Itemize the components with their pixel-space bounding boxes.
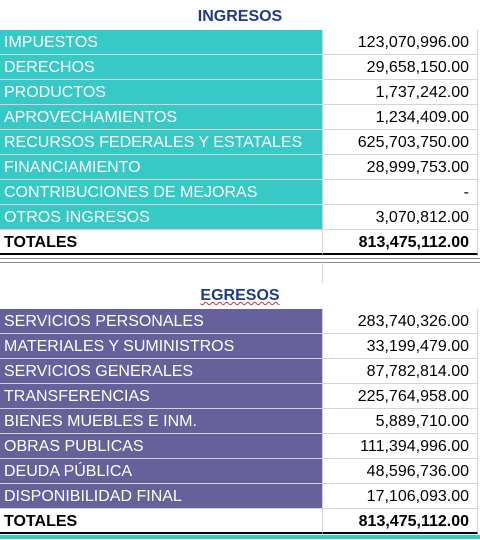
- row-amount: 625,703,750.00: [322, 130, 478, 155]
- row-label: DEUDA PÚBLICA: [0, 459, 322, 484]
- section-title: INGRESOS: [197, 8, 283, 25]
- empty-row: [322, 261, 323, 283]
- row-amount: 1,737,242.00: [322, 80, 478, 105]
- total-label: TOTALES: [0, 230, 322, 255]
- row-label: RECURSOS FEDERALES Y ESTATALES: [0, 130, 322, 155]
- row-amount: 48,596,736.00: [322, 459, 478, 484]
- row-label: PRODUCTOS: [0, 80, 322, 105]
- row-amount: -: [322, 180, 478, 205]
- row-label: APROVECHAMIENTOS: [0, 105, 322, 130]
- row-amount: 283,740,326.00: [322, 309, 478, 334]
- row-amount: 5,889,710.00: [322, 409, 478, 434]
- row-label: SERVICIOS GENERALES: [0, 359, 322, 384]
- row-label: DISPONIBILIDAD FINAL: [0, 484, 322, 509]
- row-label: OTROS INGRESOS: [0, 205, 322, 230]
- row-amount: 28,999,753.00: [322, 155, 478, 180]
- row-label: DERECHOS: [0, 55, 322, 80]
- row-label: IMPUESTOS: [0, 30, 322, 55]
- total-amount: 813,475,112.00: [322, 230, 478, 255]
- row-amount: 87,782,814.00: [322, 359, 478, 384]
- row-amount: 3,070,812.00: [322, 205, 478, 230]
- row-amount: 111,394,996.00: [322, 434, 478, 459]
- row-label: MATERIALES Y SUMINISTROS: [0, 334, 322, 359]
- row-label: FINANCIAMIENTO: [0, 155, 322, 180]
- row-amount: 17,106,093.00: [322, 484, 478, 509]
- row-label: TRANSFERENCIAS: [0, 384, 322, 409]
- total-amount: 813,475,112.00: [322, 509, 478, 534]
- row-label: OBRAS PUBLICAS: [0, 434, 322, 459]
- row-label: CONTRIBUCIONES DE MEJORAS: [0, 180, 322, 205]
- row-label: SERVICIOS PERSONALES: [0, 309, 322, 334]
- row-label: BIENES MUEBLES E INM.: [0, 409, 322, 434]
- row-amount: 1,234,409.00: [322, 105, 478, 130]
- total-label: TOTALES: [0, 509, 322, 534]
- double-rule: [0, 258, 480, 263]
- row-amount: 33,199,479.00: [322, 334, 478, 359]
- section-title: EGRESOS: [200, 287, 280, 304]
- row-amount: 29,658,150.00: [322, 55, 478, 80]
- bottom-band: [0, 535, 480, 539]
- row-amount: 123,070,996.00: [322, 30, 478, 55]
- row-amount: 225,764,958.00: [322, 384, 478, 409]
